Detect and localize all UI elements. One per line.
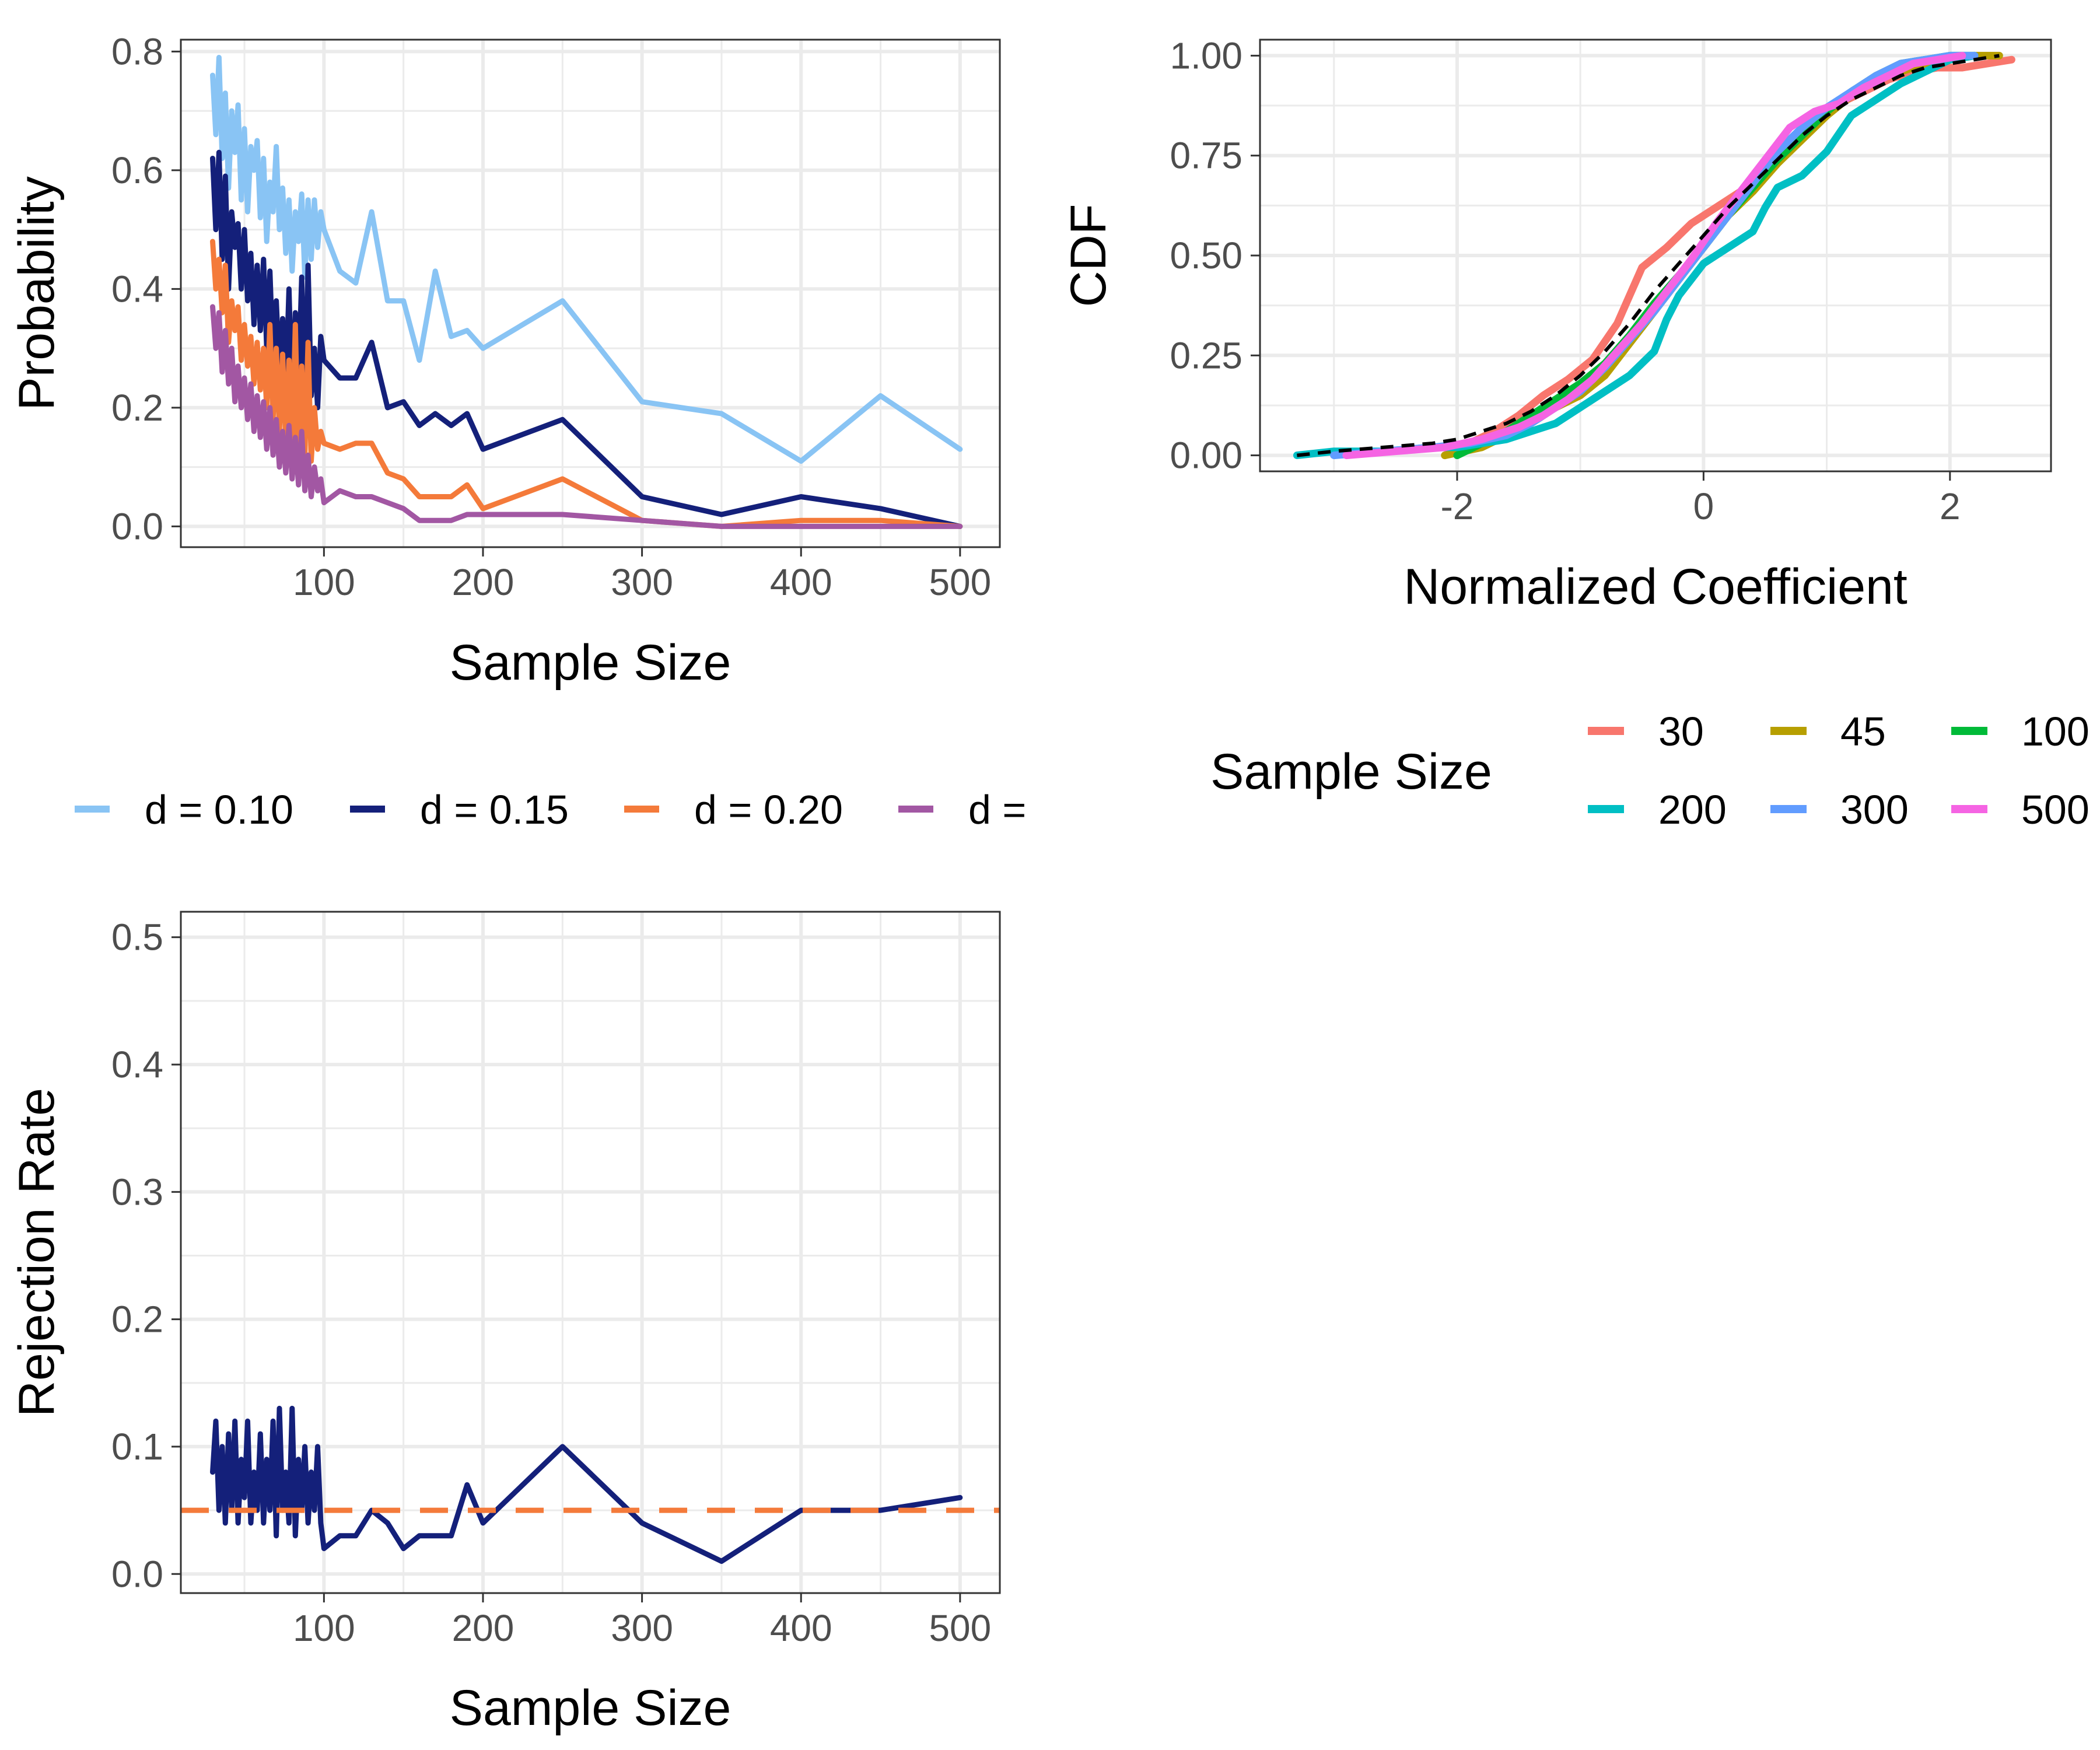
cdf-legend: Sample Size 30 45 100 200 300 500 (1210, 709, 2090, 832)
legend-label-d015: d = 0.15 (420, 787, 569, 832)
x-tick-label: 500 (929, 561, 991, 603)
y-tick-label: 0.8 (111, 30, 163, 72)
y-tick-label: 1.00 (1170, 34, 1242, 76)
cdf-xlabel: Normalized Coefficient (1404, 559, 1908, 615)
rejection-ylabel: Rejection Rate (9, 1088, 65, 1417)
probability-series (210, 55, 963, 529)
y-tick-label: 0.00 (1170, 435, 1242, 477)
series-line-d-0-10 (210, 55, 963, 464)
probability-ticks: 100 200 300 400 500 0.0 0.2 0.4 0.6 0.8 (111, 30, 991, 603)
cdf-series (1293, 51, 2015, 460)
probability-panel: 100 200 300 400 500 0.0 0.2 0.4 0.6 0.8 Sample Si… (9, 30, 1001, 691)
probability-xlabel: Sample Size (450, 635, 732, 691)
legend-item-500: 500 (1951, 787, 2090, 832)
x-tick-label: 100 (293, 561, 355, 603)
series-line-500 (1342, 51, 1966, 460)
y-tick-label: 0.1 (111, 1426, 163, 1468)
cdf-panel: -2 0 2 0.00 0.25 0.50 0.75 1.00 Normalized Coef… (1060, 34, 2052, 615)
legend-label-300: 300 (1840, 787, 1909, 832)
legend-item-45: 45 (1770, 709, 1886, 754)
legend-item-d4: d = (898, 787, 1026, 832)
x-tick-label: 400 (770, 561, 832, 603)
y-tick-label: 0.4 (111, 1044, 163, 1086)
legend-item-d015: d = 0.15 (350, 787, 569, 832)
x-tick-label: 300 (611, 1607, 673, 1649)
x-tick-label: -2 (1440, 485, 1474, 527)
rejection-xlabel: Sample Size (450, 1680, 732, 1736)
rejection-ticks: 100 200 300 400 500 0.0 0.1 0.2 0.3 0.4 0.5 (111, 916, 991, 1649)
legend-item-100: 100 (1951, 709, 2090, 754)
legend-item-200: 200 (1588, 787, 1727, 832)
rejection-panel: 100 200 300 400 500 0.0 0.1 0.2 0.3 0.4 0.5 Sample… (9, 911, 1001, 1736)
legend-item-d020: d = 0.20 (624, 787, 843, 832)
legend-label-500: 500 (2021, 787, 2090, 832)
rejection-panel-border (180, 911, 1001, 1594)
x-tick-label: 100 (293, 1607, 355, 1649)
y-tick-label: 0.25 (1170, 334, 1242, 376)
x-tick-label: 300 (611, 561, 673, 603)
legend-label-d010: d = 0.10 (145, 787, 293, 832)
legend-label-d020: d = 0.20 (694, 787, 843, 832)
x-tick-label: 0 (1693, 485, 1714, 527)
cdf-ylabel: CDF (1060, 204, 1116, 307)
x-tick-label: 200 (452, 561, 514, 603)
y-tick-label: 0.5 (111, 916, 163, 958)
rejection-grid (181, 912, 1000, 1593)
probability-ylabel: Probability (9, 176, 65, 411)
cdf-ticks: -2 0 2 0.00 0.25 0.50 0.75 1.00 (1170, 34, 1960, 527)
y-tick-label: 0.50 (1170, 235, 1242, 276)
y-tick-label: 0.0 (111, 1553, 163, 1595)
y-tick-label: 0.4 (111, 268, 163, 310)
y-tick-label: 0.6 (111, 149, 163, 191)
legend-label-100: 100 (2021, 709, 2090, 754)
x-tick-label: 200 (452, 1607, 514, 1649)
x-tick-label: 500 (929, 1607, 991, 1649)
legend-item-30: 30 (1588, 709, 1704, 754)
y-tick-label: 0.75 (1170, 135, 1242, 177)
series-line-d (210, 304, 963, 529)
cdf-reference (1297, 54, 2000, 457)
legend-label-d4: d = (968, 787, 1026, 832)
y-tick-label: 0.0 (111, 505, 163, 547)
reference-curve (1297, 54, 2000, 457)
x-tick-label: 400 (770, 1607, 832, 1649)
legend-label-200: 200 (1658, 787, 1727, 832)
legend-item-d010: d = 0.10 (75, 787, 293, 832)
probability-legend: d = 0.10 d = 0.15 d = 0.20 d = (75, 787, 1026, 832)
cdf-legend-title: Sample Size (1210, 744, 1492, 800)
y-tick-label: 0.3 (111, 1171, 163, 1213)
y-tick-label: 0.2 (111, 387, 163, 429)
legend-item-300: 300 (1770, 787, 1909, 832)
y-tick-label: 0.2 (111, 1298, 163, 1340)
probability-panel-border (180, 38, 1001, 548)
series-line-d-0-20 (210, 239, 963, 529)
legend-label-30: 30 (1658, 709, 1704, 754)
series-line-main (210, 1405, 963, 1564)
rejection-series (210, 1405, 963, 1564)
legend-label-45: 45 (1840, 709, 1886, 754)
x-tick-label: 2 (1940, 485, 1961, 527)
